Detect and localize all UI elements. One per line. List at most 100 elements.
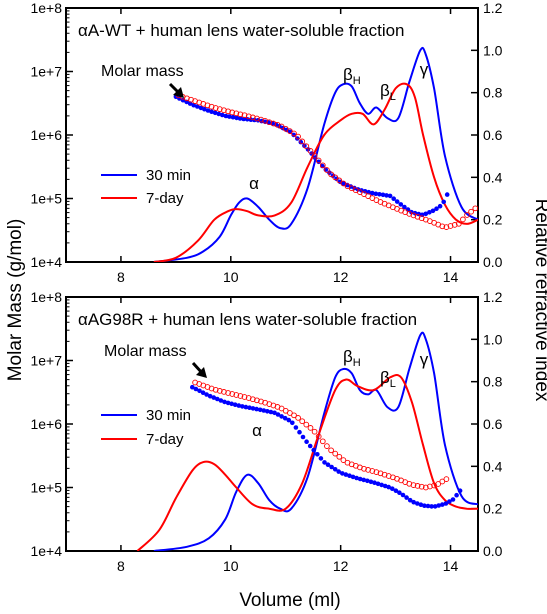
molar-mass-point [287,410,293,416]
molar-mass-point [229,109,236,116]
molar-mass-point [425,503,431,509]
molar-mass-point [435,481,442,487]
molar-mass-point [437,203,443,209]
molar-mass-point [215,396,220,402]
molar-mass-point [391,196,397,201]
molar-mass-point [223,113,229,119]
molar-mass-point [422,503,427,509]
molar-mass-point [382,483,388,489]
molar-mass-point [443,501,449,506]
molar-mass-point [250,406,256,411]
molar-mass-point [191,102,196,108]
molar-mass-point [249,396,256,403]
y-left-tick-label: 1e+5 [30,191,62,207]
molar-mass-point [450,497,456,502]
molar-mass-point [368,479,374,485]
molar-mass-point [265,409,270,414]
molar-mass-point [464,212,470,218]
molar-mass-point [222,399,227,405]
molar-mass-point [415,501,420,506]
molar-mass-point [311,447,317,453]
molar-mass-point [275,412,281,417]
molar-mass-point [332,174,339,181]
molar-mass-point [329,464,334,470]
molar-mass-point [307,148,314,154]
x-tick-label: 10 [223,558,239,574]
y-left-tick-label: 1e+7 [30,353,62,369]
y-right-tick-label: 1.0 [483,42,503,58]
molar-mass-point [443,224,450,230]
molar-mass-point [441,199,447,205]
panel-title: αAG98R + human lens water-soluble fracti… [78,310,417,329]
molar-mass-point [225,108,231,115]
molar-mass-point [204,392,209,397]
molar-mass-point [268,409,274,415]
molar-mass-point [336,177,343,184]
molar-mass-point [297,429,302,435]
y-left-tick-label: 1e+6 [30,416,62,432]
y-right-tick-label: 0.4 [483,458,503,474]
molar-mass-series-30min [190,384,463,509]
molar-mass-point [434,206,439,211]
peak-label-beta-l: βL [380,81,396,103]
y-left-tick-label: 1e+6 [30,127,62,143]
legend-label: 30 min [146,167,191,184]
molar-mass-point [357,476,363,482]
molar-mass-point [293,425,299,430]
molar-mass-point [279,414,284,419]
molar-mass-point [198,105,204,111]
molar-mass-point [278,405,285,412]
molar-mass-point [303,421,310,428]
molar-mass-point [311,428,318,435]
x-axis-label: Volume (ml) [239,590,340,611]
peak-label-gamma: γ [420,350,429,369]
molar-mass-point [340,457,347,463]
molar-mass-point [379,482,384,488]
y-axis-label-left: Molar Mass (g/mol) [5,219,26,382]
molar-mass-point [261,408,267,413]
molar-mass-point [370,190,375,196]
molar-mass-point [216,111,221,117]
molar-mass-point [439,478,446,485]
molar-mass-point [384,193,389,198]
molar-mass-point [232,402,238,408]
molar-mass-point [336,453,343,460]
legend: 30 min 7-day [101,407,191,448]
y-right-tick-label: 0.2 [483,212,503,228]
molar-mass-point [227,114,232,119]
y-right-tick-label: 0.4 [483,169,503,185]
molar-mass-point [443,476,450,482]
molar-mass-point [257,407,263,413]
molar-mass-point [418,483,425,490]
molar-mass-point [393,488,399,494]
molar-mass-point [404,495,409,500]
y-right-tick-label: 1.2 [483,0,503,16]
ri-line-7day [136,374,478,551]
molar-mass-point [287,128,293,134]
molar-mass-point [315,157,322,164]
molar-mass-point [233,392,240,398]
y-left-tick-label: 1e+8 [30,0,62,16]
y-right-tick-label: 1.2 [483,289,503,305]
plot-frame [65,7,479,263]
molar-mass-point [427,210,432,215]
molar-mass-point [324,443,330,449]
ri-line-30min [153,331,478,551]
molar-mass-point [336,469,342,474]
molar-mass-point [394,199,400,204]
molar-mass-point [307,443,313,449]
panel-1: 8 10 12 14 1e+4 1e+5 1e+6 1e+7 1e+8 0.0 0.2 0.4 0.6 0… [30,0,502,285]
molar-mass-point [390,486,395,492]
molar-mass-point [237,116,243,121]
molar-mass-point [340,180,347,187]
peak-label-alpha: α [249,174,259,193]
molar-mass-point [328,171,334,178]
molar-mass-point [422,484,429,491]
molar-mass-point [290,420,295,426]
molar-mass-point [430,208,436,214]
molar-mass-point [295,133,301,140]
y-right-tick-label: 0.6 [483,127,503,143]
legend: 30 min 7-day [101,167,191,207]
x-tick-label: 12 [333,558,349,574]
